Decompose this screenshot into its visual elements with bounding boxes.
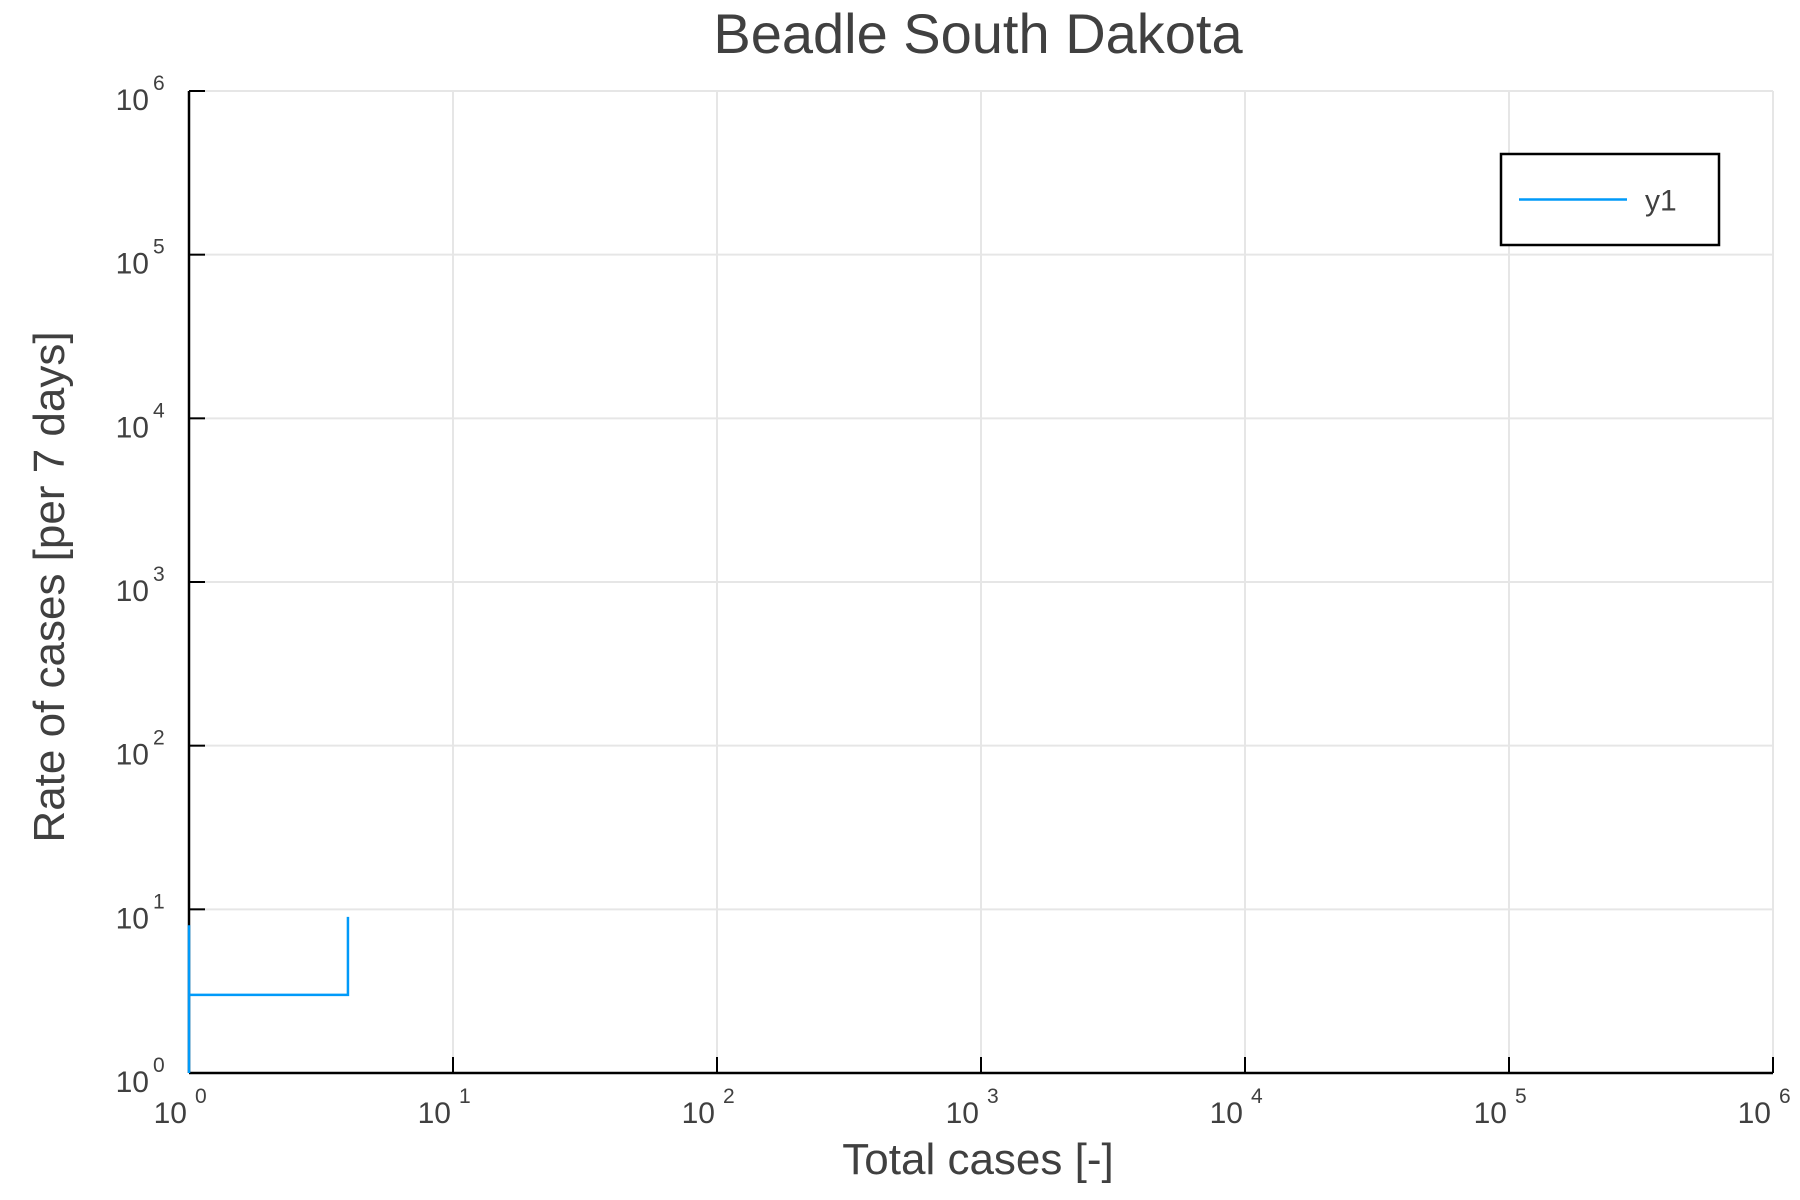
y-tick-label-exponent: 4 xyxy=(153,399,165,422)
x-tick-label-exponent: 3 xyxy=(987,1085,999,1108)
y-tick-label-exponent: 0 xyxy=(153,1054,165,1077)
x-tick-label-base: 10 xyxy=(154,1097,187,1130)
y-tick-label-base: 10 xyxy=(116,575,149,608)
axis-layer: 1001011021031041051061001011021031041051… xyxy=(116,72,1791,1130)
x-tick-label-exponent: 5 xyxy=(1515,1085,1527,1108)
x-tick-label-exponent: 4 xyxy=(1251,1085,1263,1108)
x-tick-label-base: 10 xyxy=(418,1097,451,1130)
y-tick-label-exponent: 5 xyxy=(153,236,165,259)
y-tick-label-exponent: 1 xyxy=(153,890,165,913)
x-tick-label-exponent: 2 xyxy=(723,1085,735,1108)
legend-entry-label: y1 xyxy=(1645,185,1677,218)
x-tick-label-base: 10 xyxy=(1210,1097,1243,1130)
y-tick-label-base: 10 xyxy=(116,1066,149,1099)
x-tick-label-exponent: 6 xyxy=(1779,1085,1791,1108)
x-tick-label-base: 10 xyxy=(1738,1097,1771,1130)
y-tick-label-base: 10 xyxy=(116,411,149,444)
x-tick-label-base: 10 xyxy=(1474,1097,1507,1130)
y-tick-label-base: 10 xyxy=(116,84,149,117)
legend: y1 xyxy=(1499,152,1721,247)
y-tick-label-base: 10 xyxy=(116,902,149,935)
x-axis-label: Total cases [-] xyxy=(842,1135,1113,1184)
x-tick-label-base: 10 xyxy=(946,1097,979,1130)
y-tick-label-base: 10 xyxy=(116,739,149,772)
y-tick-label-exponent: 6 xyxy=(153,72,165,95)
series-line-y1 xyxy=(187,916,350,1073)
y-tick-label-exponent: 2 xyxy=(153,727,165,750)
series-layer xyxy=(187,916,350,1073)
x-tick-label-base: 10 xyxy=(682,1097,715,1130)
y-tick-label-base: 10 xyxy=(116,248,149,281)
y-tick-label-exponent: 3 xyxy=(153,563,165,586)
y-axis-label: Rate of cases [per 7 days] xyxy=(25,331,74,842)
x-tick-label-exponent: 1 xyxy=(459,1085,471,1108)
chart-title: Beadle South Dakota xyxy=(713,2,1243,65)
x-tick-label-exponent: 0 xyxy=(195,1085,207,1108)
